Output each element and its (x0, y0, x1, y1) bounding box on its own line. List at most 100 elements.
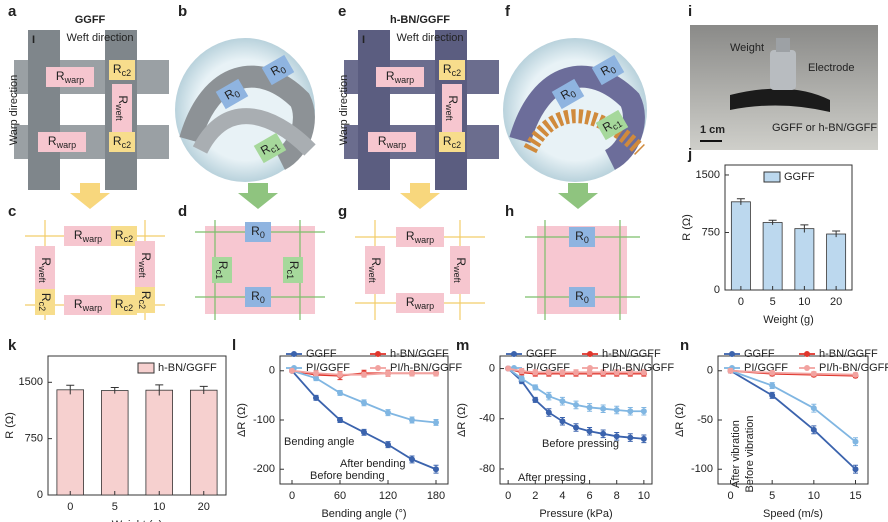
resistor-subscript: 0 (584, 235, 589, 245)
marker (852, 466, 859, 473)
resistor-box (109, 60, 135, 80)
resistor-symbol: R (454, 257, 468, 266)
resistor-label: Rwarp (406, 295, 434, 311)
resistor-label: Rwarp (74, 297, 102, 313)
resistor-symbol: R (39, 293, 53, 302)
resistor-box (35, 289, 55, 315)
resistor-box (135, 287, 155, 313)
resistor-box (439, 132, 465, 152)
x-axis-label: Bending angle (°) (321, 508, 406, 520)
x-tick-label: 10 (798, 296, 810, 308)
resistor-subscript: 0 (260, 230, 265, 240)
error-bar (736, 198, 745, 205)
marker (627, 369, 634, 376)
resistor-box (376, 67, 424, 87)
series-line (730, 369, 857, 443)
resistor-subscript: warp (386, 140, 407, 150)
marker (586, 404, 593, 411)
resistor-symbol: R (115, 228, 124, 242)
resistor-box (365, 246, 385, 294)
marker (385, 441, 391, 448)
resistor-symbol: R (386, 69, 395, 83)
resistor-label: Rwarp (378, 134, 406, 150)
y-tick-label: 1500 (696, 169, 720, 181)
resistor: Rweft (450, 246, 470, 294)
resistor: Rc2 (111, 295, 137, 315)
bar (189, 389, 218, 496)
direction-label: Warp direction (338, 75, 350, 146)
resistor-symbol: R (74, 228, 83, 242)
resistor-subscript: c1 (214, 270, 224, 280)
marker (337, 389, 343, 396)
x-tick-label: 10 (808, 490, 820, 502)
resistor-symbol: R (251, 289, 260, 303)
plot-frame (724, 164, 853, 291)
legend-label: h-BN/GGFF (602, 348, 661, 360)
panel-label: a (8, 3, 17, 20)
x-tick-label: 10 (153, 501, 165, 513)
marker (545, 409, 552, 416)
marker (600, 405, 607, 412)
marker (409, 417, 415, 423)
marker (433, 370, 439, 377)
y-tick-label: -50 (697, 414, 713, 426)
error-bar (768, 219, 777, 225)
y-axis-label: R (Ω) (4, 412, 16, 439)
resistor: R0 (551, 78, 585, 110)
marker (532, 396, 539, 403)
y-tick-label: 0 (714, 284, 720, 296)
resistor-symbol: R (443, 62, 452, 76)
x-tick-label: 0 (67, 501, 73, 513)
marker (586, 428, 593, 435)
legend-marker (804, 351, 810, 357)
y-tick-label: -200 (253, 463, 275, 475)
x-tick-label: 5 (769, 490, 775, 502)
resistor-label: R0 (575, 289, 589, 305)
resistor-label: Rc2 (137, 291, 153, 309)
resistor-subscript: warp (82, 234, 103, 244)
resistor-label: Rc2 (115, 228, 133, 244)
marker (505, 365, 512, 372)
y-tick-label: 750 (25, 433, 43, 445)
resistor: Rc2 (439, 132, 465, 152)
current-label: I (32, 34, 35, 46)
resistor-label: Rwarp (48, 134, 76, 150)
marker (600, 369, 607, 376)
marker (361, 399, 367, 406)
resistor: Rweft (135, 241, 155, 289)
marker (640, 369, 647, 376)
resistor-symbol: R (113, 134, 122, 148)
legend-marker (587, 351, 593, 357)
resistor-subscript: warp (394, 75, 415, 85)
marker (613, 369, 620, 376)
marker (640, 408, 647, 415)
marker (640, 435, 647, 442)
resistor-symbol: R (74, 297, 83, 311)
resistor-label: Rc1 (600, 114, 624, 137)
resistor-label: R0 (598, 60, 618, 81)
marker (518, 375, 525, 382)
resistor-label: Rweft (452, 257, 468, 283)
resistor-box (368, 132, 416, 152)
photo-label: Electrode (808, 62, 854, 74)
resistor: Rc2 (135, 287, 155, 313)
resistor-subscript: c1 (285, 270, 295, 280)
resistor-symbol: R (287, 261, 301, 270)
marker (433, 419, 439, 426)
y-axis-label: ΔR (Ω) (236, 403, 248, 437)
panel-label: c (8, 203, 16, 220)
resistor-symbol: R (216, 261, 230, 270)
resistor-box (215, 78, 249, 110)
direction-label: Weft direction (66, 32, 133, 44)
panel-label: f (505, 3, 511, 20)
resistor-subscript: c2 (122, 68, 132, 78)
y-tick-label: 0 (489, 362, 495, 374)
resistor-subscript: c2 (37, 302, 47, 312)
current-label: I (362, 34, 365, 46)
resistor: Rwarp (396, 293, 444, 313)
resistor-label: Rc2 (443, 134, 461, 150)
resistor-box (569, 227, 595, 247)
resistor-subscript: weft (444, 103, 454, 121)
resistor-label: R0 (575, 229, 589, 245)
